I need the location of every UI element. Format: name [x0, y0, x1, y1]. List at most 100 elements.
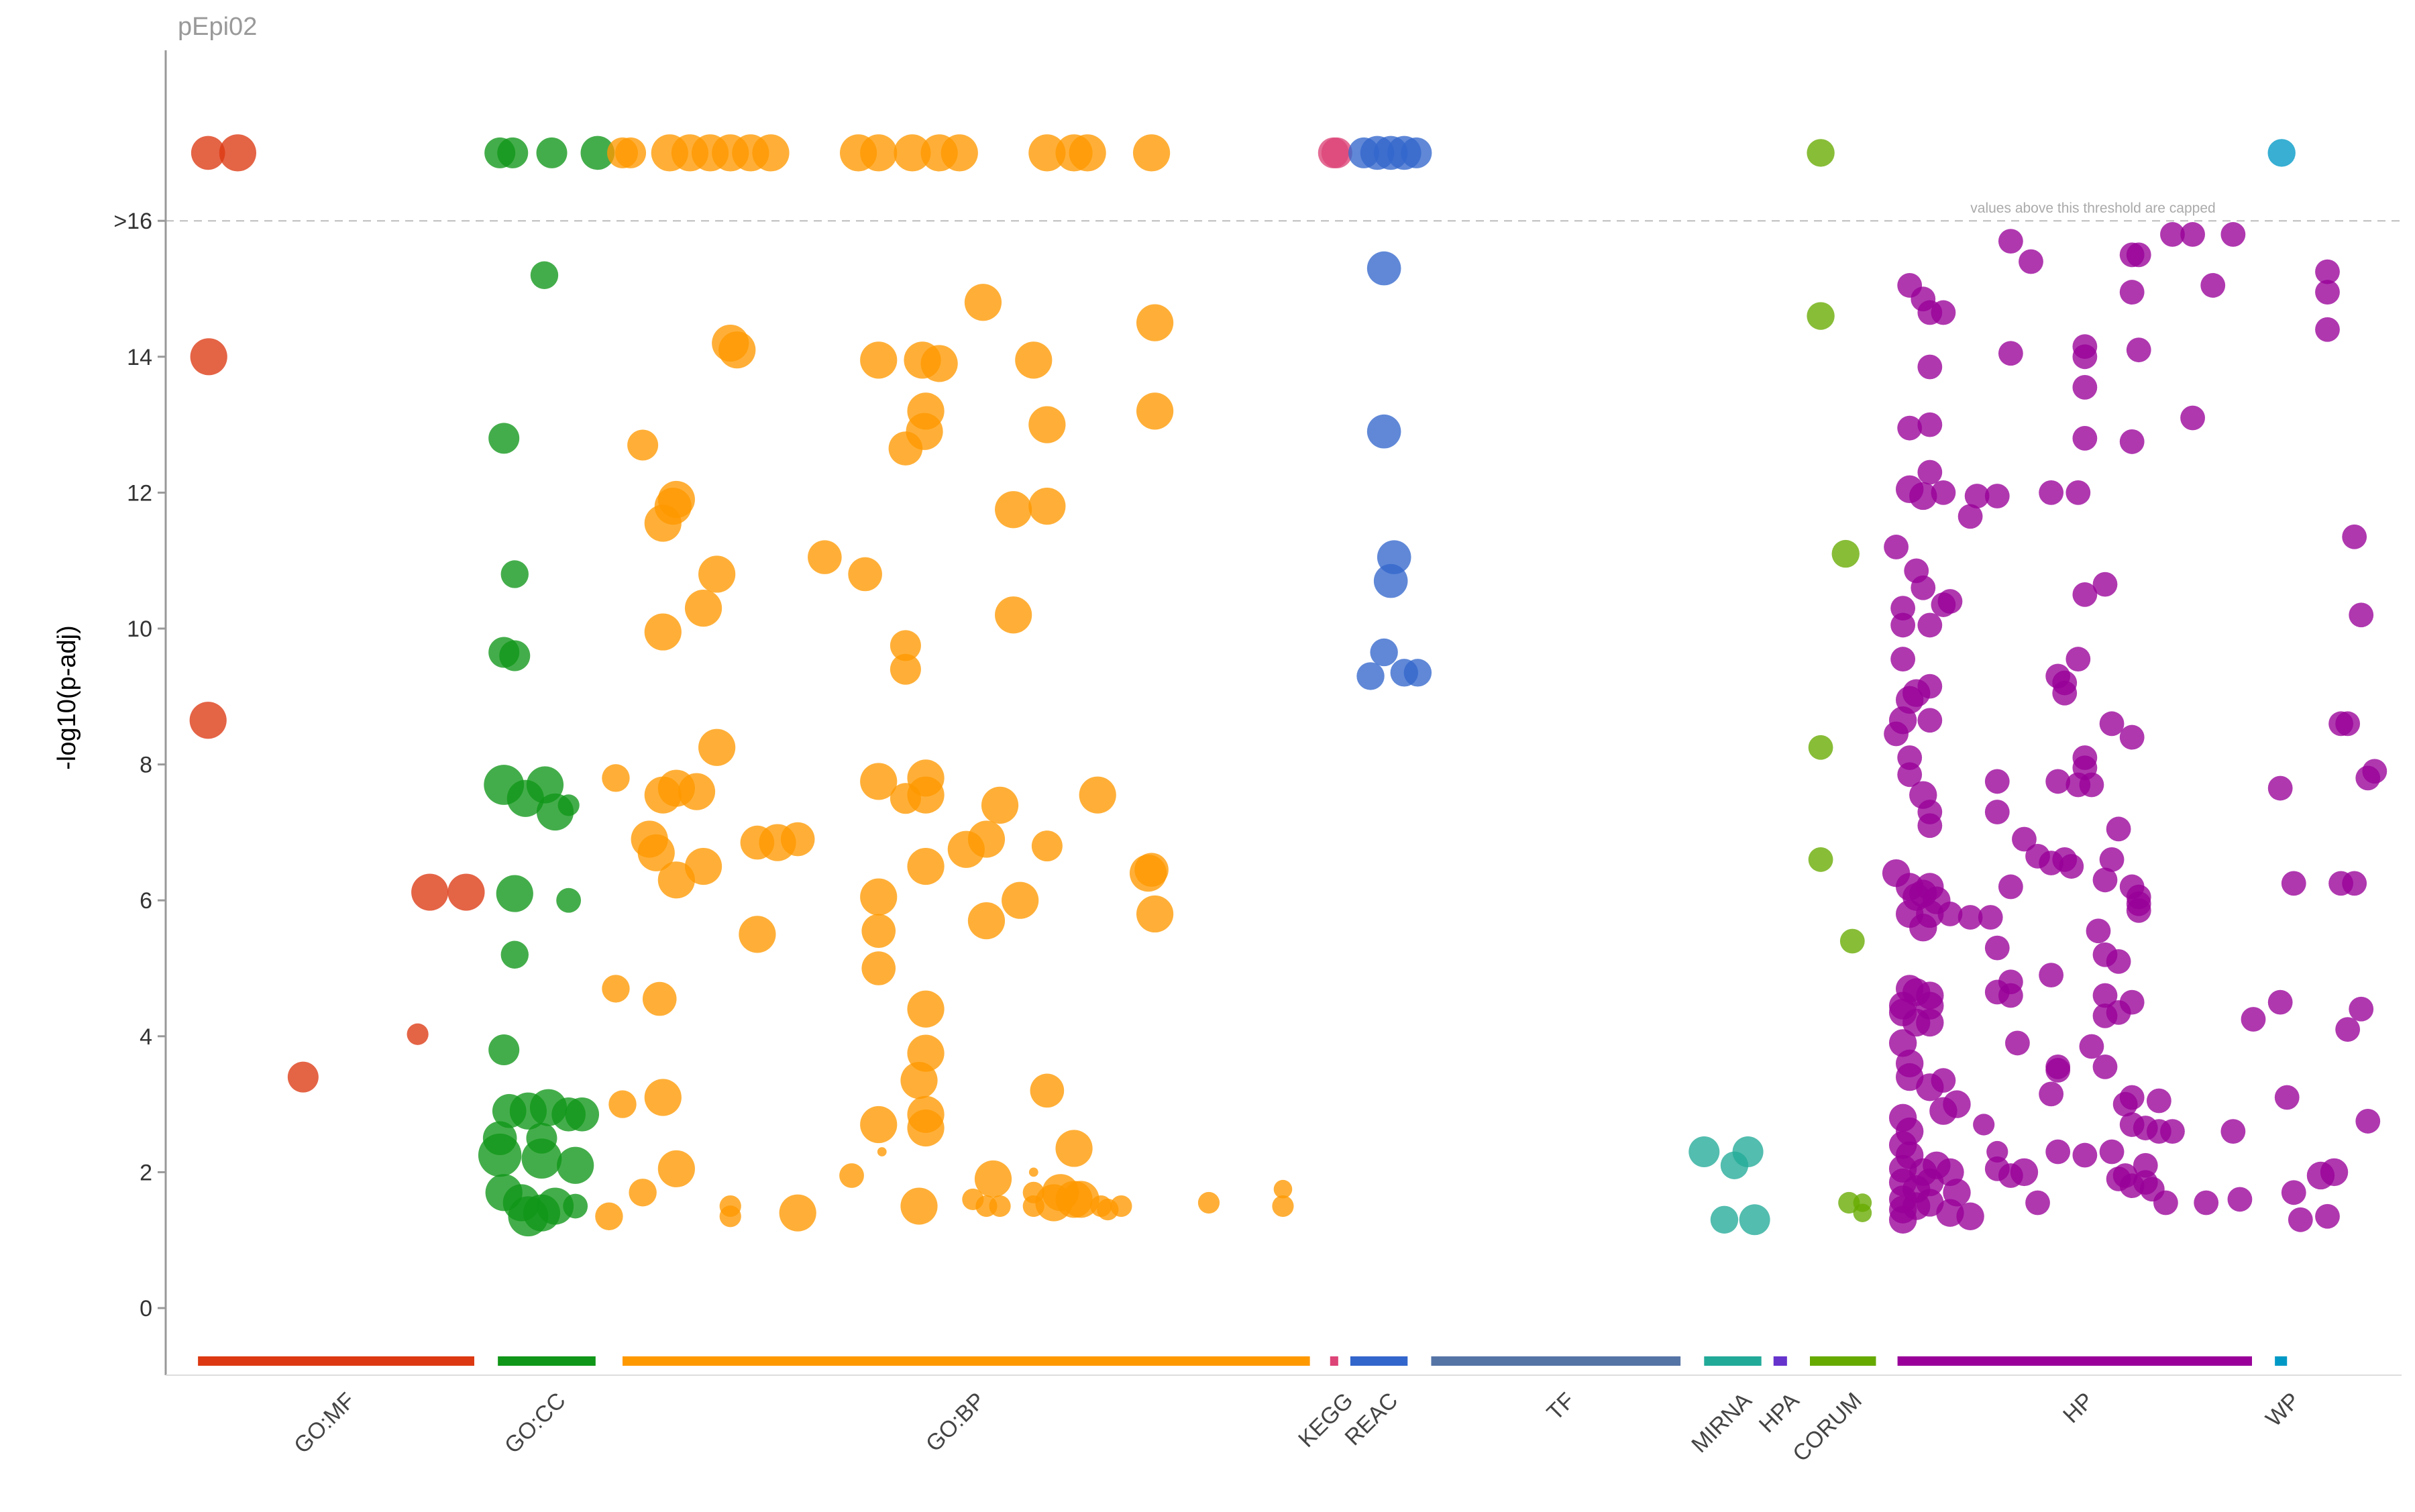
data-point	[2072, 582, 2098, 607]
data-point	[1998, 874, 2023, 900]
points-layer	[189, 134, 2387, 1237]
data-point	[1957, 905, 1983, 930]
data-point	[1931, 480, 1956, 505]
data-point	[1373, 563, 1408, 598]
data-point	[2160, 1119, 2185, 1144]
data-point	[860, 134, 898, 172]
source-bar	[1350, 1356, 1408, 1366]
source-bar	[1431, 1356, 1681, 1366]
data-point	[2146, 1088, 2171, 1114]
data-point	[1917, 813, 1943, 839]
data-point	[967, 902, 1006, 940]
data-point	[779, 1194, 816, 1232]
data-point	[1069, 134, 1106, 172]
source-label: KEGG	[1293, 1388, 1358, 1452]
source-bar	[623, 1356, 1310, 1366]
data-point	[644, 1079, 682, 1116]
data-point	[1831, 539, 1860, 568]
data-point	[644, 613, 682, 651]
data-point	[1356, 662, 1385, 690]
data-point	[964, 284, 1002, 321]
data-point	[2315, 259, 2340, 284]
data-point	[2052, 680, 2078, 706]
data-point	[2160, 222, 2185, 247]
data-point	[1911, 575, 1936, 600]
data-point	[2153, 1190, 2178, 1216]
data-point	[1916, 1008, 1944, 1037]
data-point	[2079, 772, 2104, 798]
data-point	[2010, 1158, 2039, 1187]
data-point	[2119, 989, 2145, 1015]
data-point	[1998, 229, 2023, 254]
data-point	[1403, 659, 1432, 687]
data-point	[2267, 775, 2293, 801]
data-point	[500, 940, 529, 969]
data-point	[2092, 867, 2118, 893]
data-point	[657, 1150, 695, 1187]
data-point	[1964, 484, 1990, 508]
data-point	[1401, 137, 1432, 168]
data-point	[1028, 406, 1066, 443]
source-label: MIRNA	[1686, 1388, 1757, 1458]
data-point	[1984, 484, 2010, 508]
data-point	[447, 873, 485, 911]
data-point	[2200, 273, 2226, 298]
y-tick-label: 12	[127, 480, 152, 506]
data-point	[900, 1187, 938, 1225]
data-point	[995, 596, 1032, 634]
data-point	[860, 341, 898, 379]
data-point	[2220, 1119, 2246, 1144]
data-point	[2059, 854, 2084, 879]
data-point	[557, 1146, 594, 1184]
data-point	[1931, 1068, 1956, 1093]
data-point	[644, 504, 682, 542]
data-point	[1937, 902, 1963, 926]
source-label: GO:CC	[500, 1388, 571, 1459]
data-point	[608, 1090, 637, 1118]
data-point	[629, 1179, 657, 1207]
data-point	[1957, 504, 1983, 529]
data-point	[580, 136, 615, 170]
data-point	[2355, 1109, 2381, 1134]
source-bar	[2275, 1356, 2288, 1366]
y-tick-label: 4	[140, 1024, 152, 1050]
data-point	[565, 1097, 600, 1132]
data-point	[1984, 935, 2010, 961]
data-point	[920, 345, 958, 382]
data-point	[2065, 647, 2091, 671]
data-point	[2025, 1190, 2050, 1216]
data-point	[1030, 1073, 1065, 1108]
data-point	[1055, 1130, 1093, 1167]
source-label: TF	[1542, 1388, 1580, 1425]
data-point	[1917, 673, 1943, 699]
data-point	[890, 630, 921, 661]
data-point	[1015, 341, 1053, 379]
data-point	[1984, 769, 2010, 794]
data-point	[1890, 612, 1916, 638]
data-point	[1917, 612, 1943, 638]
data-point	[808, 540, 842, 574]
data-point	[1973, 1114, 1995, 1136]
data-point	[556, 887, 582, 913]
data-point	[500, 560, 529, 588]
y-tick-label: 14	[127, 345, 152, 370]
data-point	[2180, 222, 2205, 247]
data-point	[642, 981, 677, 1016]
data-point	[698, 728, 736, 766]
data-point	[1132, 134, 1171, 172]
source-label: REAC	[1340, 1388, 1403, 1451]
data-point	[2106, 816, 2131, 842]
data-point	[2126, 337, 2151, 363]
data-point	[684, 590, 722, 627]
data-point	[1897, 745, 1923, 770]
data-point	[1807, 302, 1835, 330]
data-point	[1931, 300, 1956, 325]
data-point	[497, 137, 529, 168]
data-point	[2072, 344, 2098, 370]
data-point	[1937, 589, 1963, 614]
data-point	[907, 847, 945, 885]
data-point	[967, 820, 1006, 858]
data-point	[894, 134, 931, 172]
